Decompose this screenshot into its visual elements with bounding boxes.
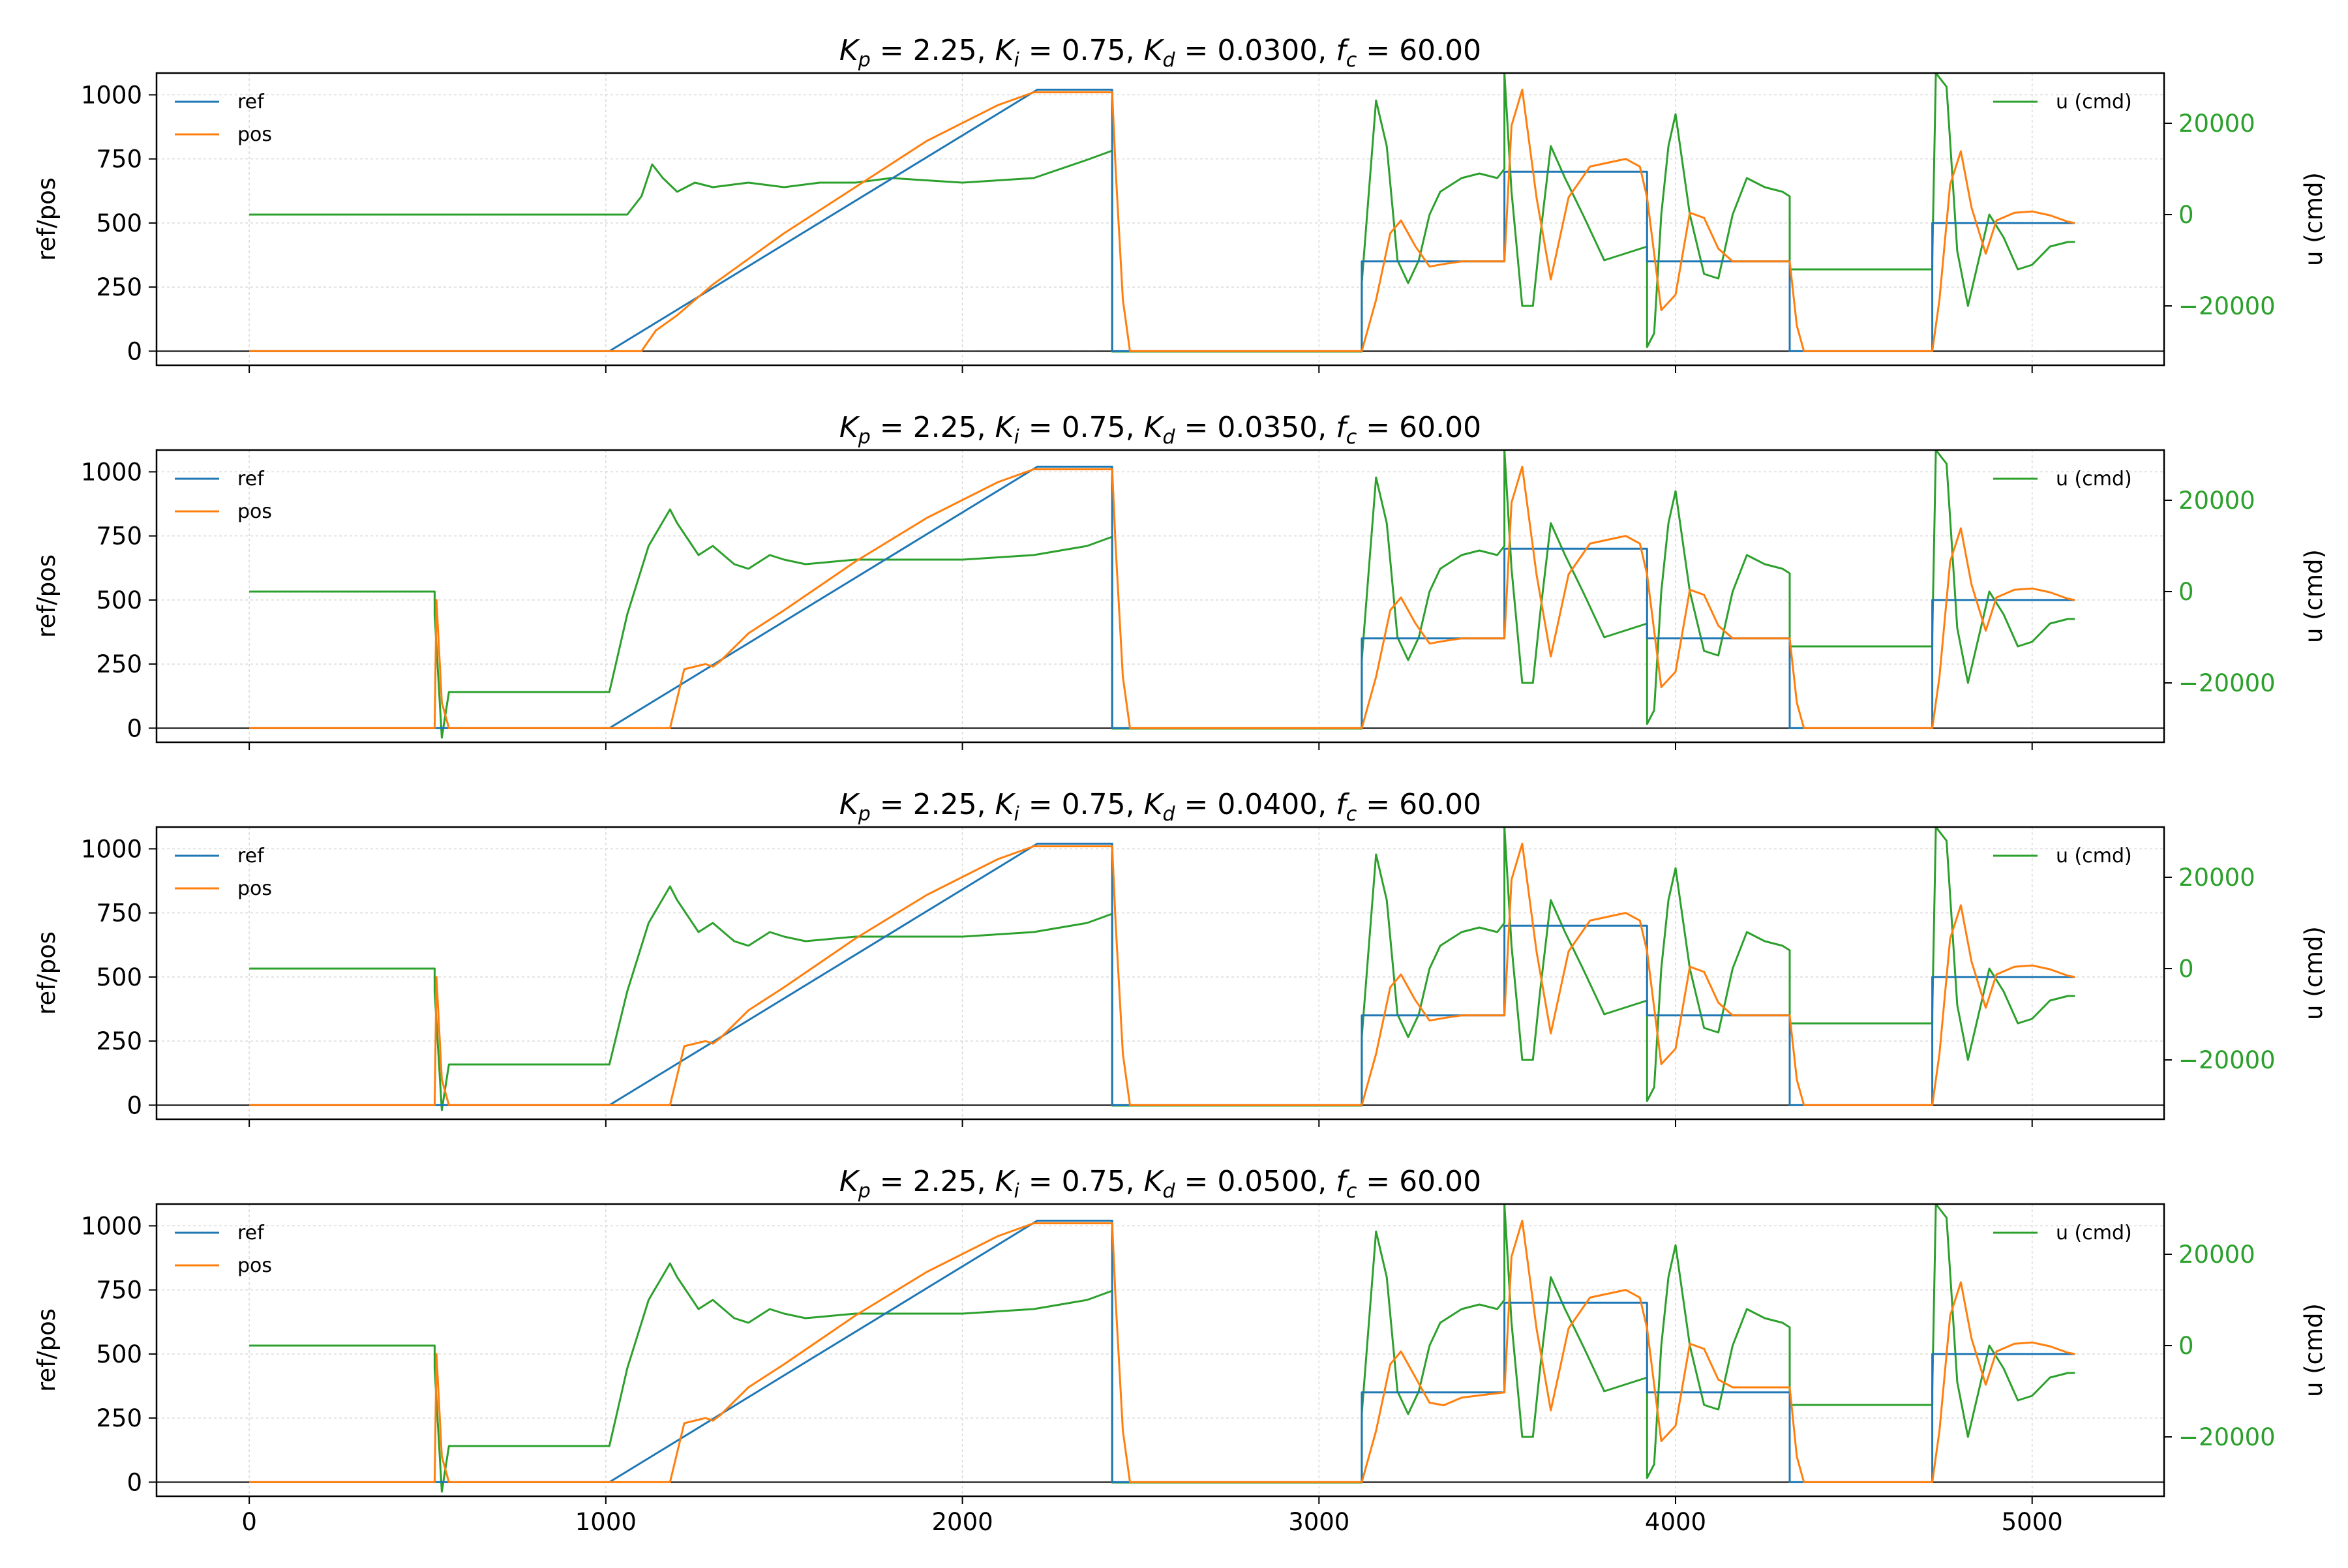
- panel-title: Kp = 2.25, Ki = 0.75, Kd = 0.0300, fc = …: [839, 34, 1481, 72]
- legend-label-pos: pos: [237, 1254, 272, 1277]
- y-tick-label: 0: [127, 337, 142, 365]
- y-tick-label: 1000: [81, 835, 142, 863]
- y-tick-label: 250: [96, 650, 142, 678]
- legend-left: ref pos: [175, 468, 272, 523]
- axes-frame: [155, 72, 2165, 367]
- y2-axis-label: u (cmd): [2300, 1303, 2328, 1397]
- panel-title: Kp = 2.25, Ki = 0.75, Kd = 0.0400, fc = …: [839, 788, 1481, 826]
- y-tick-label: 1000: [81, 1212, 142, 1240]
- y2-tick-label: −20000: [2178, 292, 2276, 320]
- y-tick-label: 500: [96, 1340, 142, 1368]
- legend-label-ref: ref: [237, 91, 265, 113]
- series-line-pos: [249, 1220, 2075, 1483]
- y2-tick-label: −20000: [2178, 1046, 2276, 1074]
- legend-label-u-cmd: u (cmd): [2056, 845, 2132, 867]
- legend-right: u (cmd): [1993, 91, 2132, 113]
- y2-tick-label: −20000: [2178, 669, 2276, 697]
- axes-frame: [155, 826, 2165, 1121]
- y-tick-label: 500: [96, 209, 142, 237]
- legend-label-u-cmd: u (cmd): [2056, 1222, 2132, 1244]
- y2-tick-label: 20000: [2178, 864, 2255, 892]
- y-tick-label: 500: [96, 963, 142, 991]
- y-axis-label: ref/pos: [33, 1308, 61, 1392]
- axes-frame: [155, 1203, 2165, 1498]
- y-tick-label: 250: [96, 1404, 142, 1432]
- x-tick-label: 4000: [1645, 1508, 1706, 1536]
- y-tick-label: 250: [96, 273, 142, 301]
- y-tick-label: 750: [96, 145, 142, 173]
- y-tick-label: 1000: [81, 81, 142, 109]
- y-tick-label: 750: [96, 522, 142, 550]
- legend-label-pos: pos: [237, 500, 272, 523]
- panel-title: Kp = 2.25, Ki = 0.75, Kd = 0.0350, fc = …: [839, 411, 1481, 449]
- y2-axis-label: u (cmd): [2300, 172, 2328, 266]
- x-tick-label: 2000: [931, 1508, 993, 1536]
- y2-tick-label: 0: [2178, 201, 2194, 229]
- legend-label-u-cmd: u (cmd): [2056, 468, 2132, 490]
- y-axis-label: ref/pos: [33, 931, 61, 1015]
- legend-left: ref pos: [175, 91, 272, 146]
- y2-tick-label: −20000: [2178, 1423, 2276, 1451]
- legend-right: u (cmd): [1993, 468, 2132, 490]
- y-tick-label: 750: [96, 1276, 142, 1304]
- y-axis-label: ref/pos: [33, 177, 61, 261]
- y-tick-label: 250: [96, 1027, 142, 1055]
- y2-axis-label: u (cmd): [2300, 549, 2328, 643]
- series-line-pos: [249, 89, 2075, 352]
- legend-right: u (cmd): [1993, 1222, 2132, 1244]
- legend-label-pos: pos: [237, 877, 272, 900]
- axes-frame: [155, 449, 2165, 744]
- panel-3: 0 250 500 750 1000 −20000 0 20000 ref/pos u (cmd)…: [33, 788, 2328, 1127]
- legend-label-ref: ref: [237, 1222, 265, 1244]
- y2-tick-label: 0: [2178, 1332, 2194, 1360]
- y-tick-label: 750: [96, 899, 142, 927]
- panel-4: 0 1000 2000 3000 4000 5000 0 250 500 750 1000 −2000…: [33, 1165, 2328, 1536]
- legend-left: ref pos: [175, 1222, 272, 1277]
- series-line-pos: [249, 843, 2075, 1106]
- x-tick-label: 3000: [1288, 1508, 1349, 1536]
- legend-label-pos: pos: [237, 123, 272, 146]
- legend-label-u-cmd: u (cmd): [2056, 91, 2132, 113]
- y2-tick-label: 0: [2178, 955, 2194, 983]
- panel-2: 0 250 500 750 1000 −20000 0 20000 ref/pos u (cmd)…: [33, 411, 2328, 750]
- y-axis-label: ref/pos: [33, 554, 61, 638]
- y2-axis-label: u (cmd): [2300, 926, 2328, 1020]
- y2-tick-label: 0: [2178, 578, 2194, 606]
- legend-label-ref: ref: [237, 468, 265, 490]
- y2-tick-label: 20000: [2178, 110, 2255, 138]
- y-tick-label: 0: [127, 1091, 142, 1119]
- x-tick-label: 1000: [575, 1508, 637, 1536]
- y-tick-label: 500: [96, 586, 142, 614]
- legend-label-ref: ref: [237, 845, 265, 867]
- panel-1: 0 250 500 750 1000 −20000 0 20000 ref/pos u (cmd)…: [33, 34, 2328, 373]
- y2-tick-label: 20000: [2178, 1241, 2255, 1269]
- series-line-pos: [249, 466, 2075, 729]
- y-tick-label: 0: [127, 1468, 142, 1496]
- x-tick-label: 5000: [2002, 1508, 2063, 1536]
- y-tick-label: 1000: [81, 458, 142, 486]
- panel-title: Kp = 2.25, Ki = 0.75, Kd = 0.0500, fc = …: [839, 1165, 1481, 1203]
- y2-tick-label: 20000: [2178, 487, 2255, 515]
- y-tick-label: 0: [127, 714, 142, 742]
- legend-right: u (cmd): [1993, 845, 2132, 867]
- x-tick-label: 0: [241, 1508, 257, 1536]
- legend-left: ref pos: [175, 845, 272, 900]
